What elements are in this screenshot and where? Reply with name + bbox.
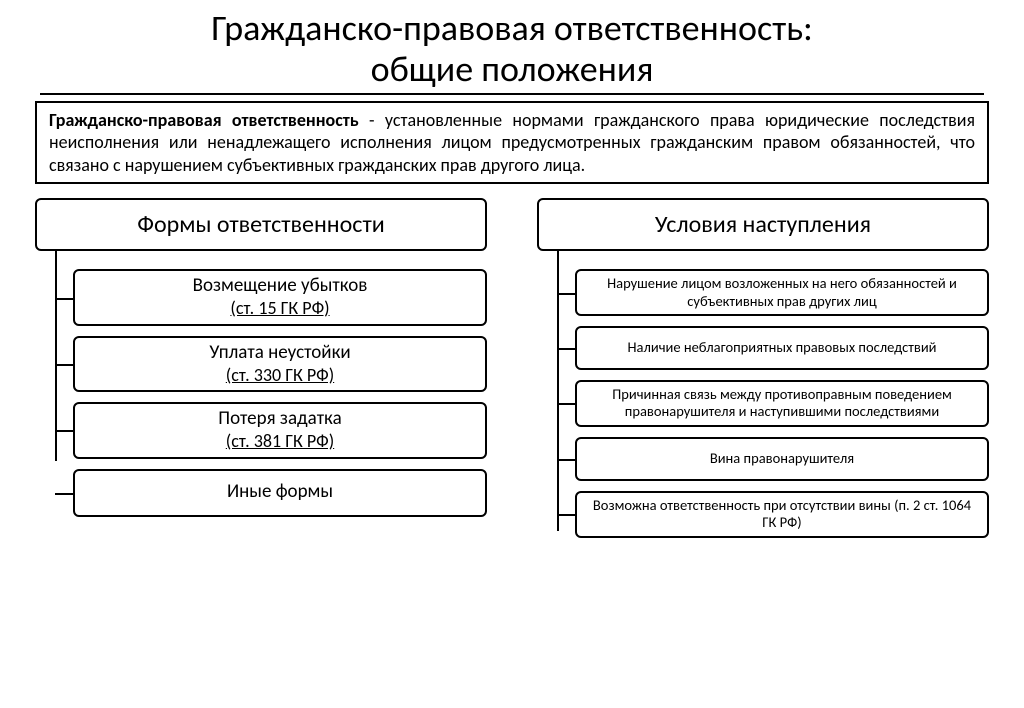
right-item-4: Вина правонарушителя xyxy=(575,437,989,481)
right-header: Условия наступления xyxy=(537,198,989,251)
right-item-5: Возможна ответственность при отсутствии … xyxy=(575,491,989,538)
list-item: Вина правонарушителя xyxy=(575,437,989,481)
left-header: Формы ответственности xyxy=(35,198,487,251)
item-main: Нарушение лицом возложенных на него обяз… xyxy=(587,275,977,310)
item-main: Вина правонарушителя xyxy=(587,450,977,467)
item-main: Наличие неблагоприятных правовых последс… xyxy=(587,339,977,356)
right-item-2: Наличие неблагоприятных правовых последс… xyxy=(575,326,989,370)
item-main: Возмещение убытков xyxy=(85,275,475,298)
right-column: Условия наступления Нарушение лицом возл… xyxy=(537,198,989,547)
definition-term: Гражданско-правовая ответственность xyxy=(49,109,359,131)
list-item: Уплата неустойки (ст. 330 ГК РФ) xyxy=(73,336,487,392)
list-item: Нарушение лицом возложенных на него обяз… xyxy=(575,269,989,316)
item-main: Причинная связь между противоправным пов… xyxy=(587,386,977,421)
list-item: Возможна ответственность при отсутствии … xyxy=(575,491,989,538)
item-main: Возможна ответственность при отсутствии … xyxy=(587,497,977,532)
right-item-1: Нарушение лицом возложенных на него обяз… xyxy=(575,269,989,316)
page-title: Гражданско-правовая ответственность: общ… xyxy=(0,0,1024,93)
right-tree: Нарушение лицом возложенных на него обяз… xyxy=(537,251,989,537)
left-tree: Возмещение убытков (ст. 15 ГК РФ) Уплата… xyxy=(35,251,487,516)
left-item-1: Возмещение убытков (ст. 15 ГК РФ) xyxy=(73,269,487,325)
item-sub: (ст. 330 ГК РФ) xyxy=(85,365,475,387)
list-item: Иные формы xyxy=(73,469,487,517)
title-line-1: Гражданско-правовая ответственность: xyxy=(211,6,812,50)
columns: Формы ответственности Возмещение убытков… xyxy=(0,198,1024,547)
title-line-2: общие положения xyxy=(371,47,654,91)
left-item-4: Иные формы xyxy=(73,469,487,517)
left-column: Формы ответственности Возмещение убытков… xyxy=(35,198,487,547)
title-underline xyxy=(40,93,984,95)
left-item-2: Уплата неустойки (ст. 330 ГК РФ) xyxy=(73,336,487,392)
right-item-3: Причинная связь между противоправным пов… xyxy=(575,380,989,427)
list-item: Потеря задатка (ст. 381 ГК РФ) xyxy=(73,402,487,458)
left-item-3: Потеря задатка (ст. 381 ГК РФ) xyxy=(73,402,487,458)
item-main: Уплата неустойки xyxy=(85,342,475,365)
item-sub: (ст. 15 ГК РФ) xyxy=(85,298,475,320)
item-main: Потеря задатка xyxy=(85,408,475,431)
list-item: Возмещение убытков (ст. 15 ГК РФ) xyxy=(73,269,487,325)
list-item: Причинная связь между противоправным пов… xyxy=(575,380,989,427)
item-sub: (ст. 381 ГК РФ) xyxy=(85,431,475,453)
item-main: Иные формы xyxy=(85,481,475,504)
list-item: Наличие неблагоприятных правовых последс… xyxy=(575,326,989,370)
definition-box: Гражданско-правовая ответственность - ус… xyxy=(35,101,989,185)
